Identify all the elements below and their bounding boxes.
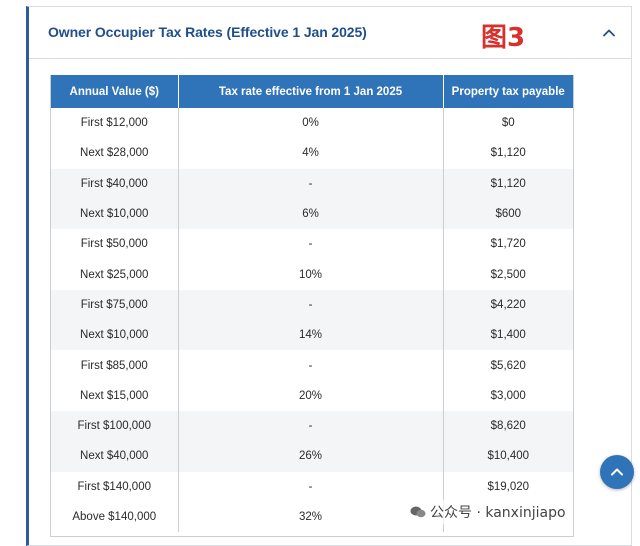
watermark: 公众号 · kanxinjiapo [406,500,570,524]
tax-rate-cell: 10% [178,259,444,290]
tax-payable-cell: $19,020 [487,480,530,493]
annual-value-cell: First $40,000 [51,168,179,199]
annual-value-cell: First $75,000 [51,289,179,321]
annual-value-cell: Next $28,000 [51,138,179,169]
tax-payable-cell: $1,120 [490,147,526,160]
tax-payable-cell: $1,120 [443,168,573,199]
tax-rate-cell: - [178,350,444,381]
table-row: Next $28,000 4% $1,120 [51,138,573,169]
tax-rate-cell: 26% [178,441,444,472]
table-header-row: Annual Value ($) Tax rate effective from… [51,75,573,108]
arrow-up-icon [611,468,623,476]
tax-rate-cell: - [178,410,444,442]
table-row: Next $10,000 14% $1,400 [51,320,573,351]
figure-label: 图3 [481,23,526,53]
table-row: First $75,000- $4,220 [51,289,573,321]
table-row: First $85,000- $5,620 [51,350,573,381]
tax-rate-table-container: Annual Value ($) Tax rate effective from… [50,75,574,537]
annual-value-cell: Next $25,000 [51,259,179,290]
table-row: First $40,000- $1,120 [51,168,573,199]
annual-value-cell: First $100,000 [51,410,179,442]
annual-value-cell: Above $140,000 [51,501,179,533]
tax-rate-cell: 4% [178,138,444,169]
tax-payable-cell: $3,000 [490,389,526,402]
table-row: Next $15,000 20% $3,000 [51,380,573,411]
tax-rate-cell: - [178,289,444,321]
tax-payable-cell: $10,400 [443,441,573,472]
annual-value-cell: First $12,000 [51,108,179,139]
tax-payable-cell: $600 [443,198,573,230]
tax-payable-cell: $4,220 [443,289,573,321]
annual-value-cell: Next $15,000 [51,380,179,411]
tax-rate-cell: 14% [178,320,444,351]
table-row: First $12,000 0% $0 [51,108,573,139]
table-row: Next $40,000 26% $10,400 [51,441,573,472]
tax-payable-cell: $2,500 [490,268,526,281]
tax-payable-cell: $0 [501,117,515,130]
tax-rate-cell: 32% [178,501,444,533]
header-tax-payable: Property tax payable [443,75,573,108]
section-title: Owner Occupier Tax Rates (Effective 1 Ja… [48,24,367,40]
watermark-text: 公众号 · kanxinjiapo [430,505,566,521]
table-row: Next $10,000 6% $600 [51,198,573,230]
tax-payable-cell: $1,720 [490,238,526,251]
header-tax-rate: Tax rate effective from 1 Jan 2025 [178,75,444,108]
accordion-panel: Owner Occupier Tax Rates (Effective 1 Ja… [26,6,632,546]
chevron-up-icon[interactable] [599,23,619,43]
annual-value-cell: Next $10,000 [51,198,179,230]
tax-rate-cell: 0% [178,108,444,139]
header-annual-value: Annual Value ($) [51,75,179,108]
tax-rate-cell: 6% [178,198,444,230]
annual-value-cell: First $50,000 [51,229,179,260]
tax-payable-cell: $1,400 [443,320,573,351]
wechat-icon [410,506,426,518]
scroll-top-button[interactable] [600,455,634,489]
table-row: Next $25,000 10% $2,500 [51,259,573,290]
tax-rate-table: Annual Value ($) Tax rate effective from… [51,75,573,533]
tax-rate-cell: - [178,229,444,260]
annual-value-cell: First $85,000 [51,350,179,381]
tax-rate-cell: 20% [178,380,444,411]
accordion-header[interactable]: Owner Occupier Tax Rates (Effective 1 Ja… [29,7,631,59]
tax-payable-cell: $5,620 [490,359,526,372]
tax-payable-cell: $8,620 [443,410,573,442]
annual-value-cell: Next $40,000 [51,441,179,472]
tax-rate-cell: - [178,168,444,199]
tax-rate-cell: - [178,471,444,502]
table-row: First $100,000- $8,620 [51,410,573,442]
table-row: First $140,000- $19,020 [51,471,573,502]
annual-value-cell: First $140,000 [51,471,179,502]
annual-value-cell: Next $10,000 [51,320,179,351]
table-row: First $50,000- $1,720 [51,229,573,260]
